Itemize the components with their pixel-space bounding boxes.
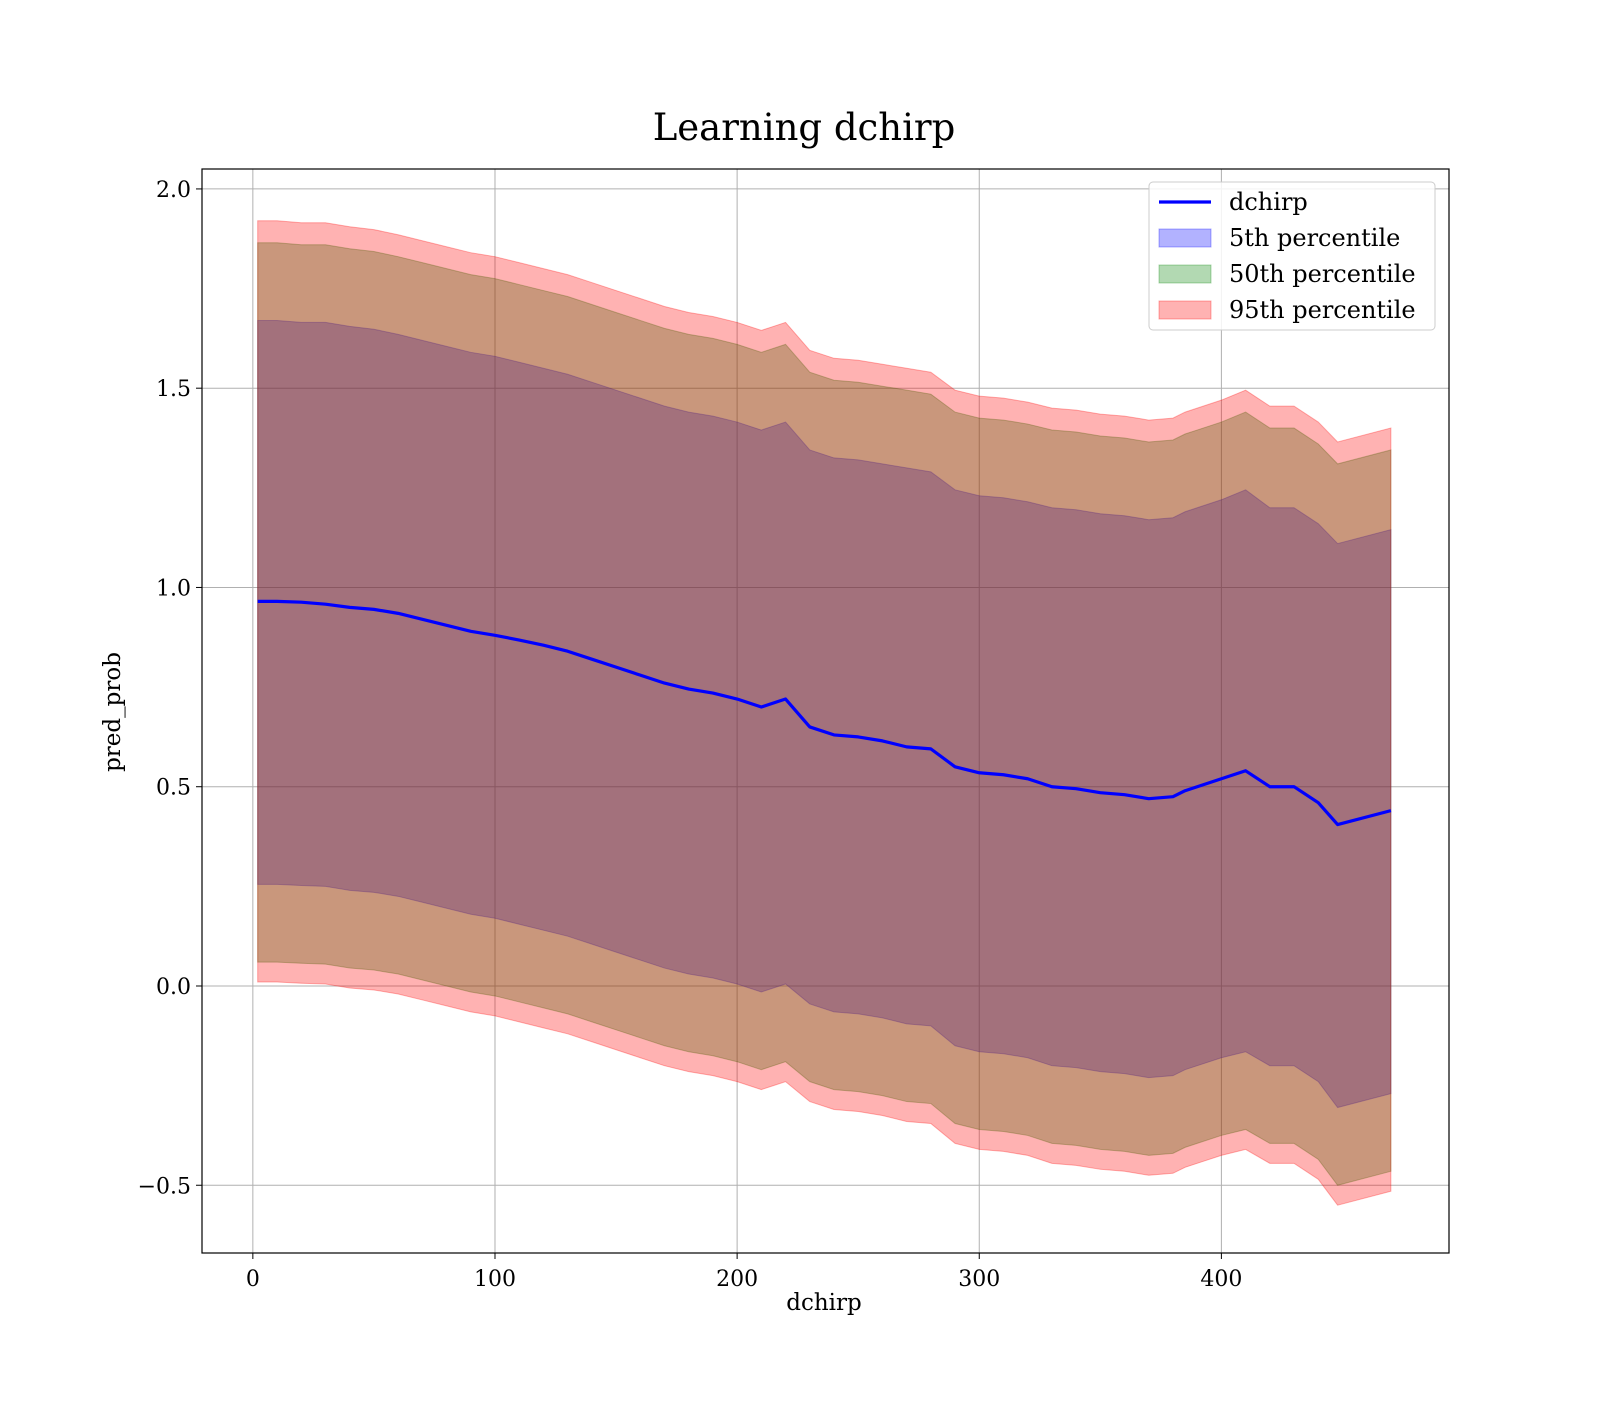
- y-tick-label: 1.5: [156, 377, 191, 402]
- x-tick-label: 400: [1200, 1267, 1242, 1292]
- band-50th-percentile: [257, 242, 1392, 1186]
- legend-swatch-band: [1158, 264, 1212, 284]
- y-tick-label: −0.5: [138, 1174, 191, 1199]
- axes-frame: [201, 168, 1450, 1254]
- legend-entry-label: 5th percentile: [1229, 224, 1400, 252]
- legend: dchirp 5th percentile 50th percentile 95th …: [1148, 181, 1436, 331]
- plot-area: [202, 169, 1449, 1253]
- y-tick-label: 1.0: [156, 576, 191, 601]
- y-axis-ticks: −0.5 0.0 0.5 1.0 1.5 2.0: [138, 178, 202, 1199]
- percentile-bands: [257, 220, 1392, 1206]
- grid-lines: [202, 169, 1449, 1253]
- y-tick-label: 2.0: [156, 178, 191, 203]
- plot-background: [202, 169, 1449, 1253]
- legend-swatch-band: [1158, 300, 1212, 320]
- chart-title: Learning dchirp: [653, 106, 956, 149]
- legend-entry-label: 95th percentile: [1229, 296, 1416, 324]
- series-lines: [257, 599, 1392, 827]
- x-tick-label: 0: [246, 1267, 260, 1292]
- legend-swatch-band: [1158, 228, 1212, 248]
- legend-entry-label: dchirp: [1229, 188, 1308, 216]
- line-dchirp: [257, 599, 1392, 827]
- x-axis-ticks: 0 100 200 300 400: [246, 1253, 1242, 1292]
- x-tick-label: 100: [474, 1267, 516, 1292]
- band-95th-percentile: [257, 220, 1392, 1206]
- band-5th-percentile: [257, 319, 1392, 1109]
- y-tick-label: 0.0: [156, 975, 191, 1000]
- y-axis-label: pred_prob: [100, 652, 126, 772]
- x-tick-label: 200: [716, 1267, 758, 1292]
- plot-frame: [201, 168, 1450, 1254]
- x-tick-label: 300: [958, 1267, 1000, 1292]
- x-axis-label: dchirp: [786, 1290, 862, 1316]
- legend-entry-label: 50th percentile: [1229, 260, 1416, 288]
- legend-box: [1148, 181, 1436, 331]
- y-tick-label: 0.5: [156, 776, 191, 801]
